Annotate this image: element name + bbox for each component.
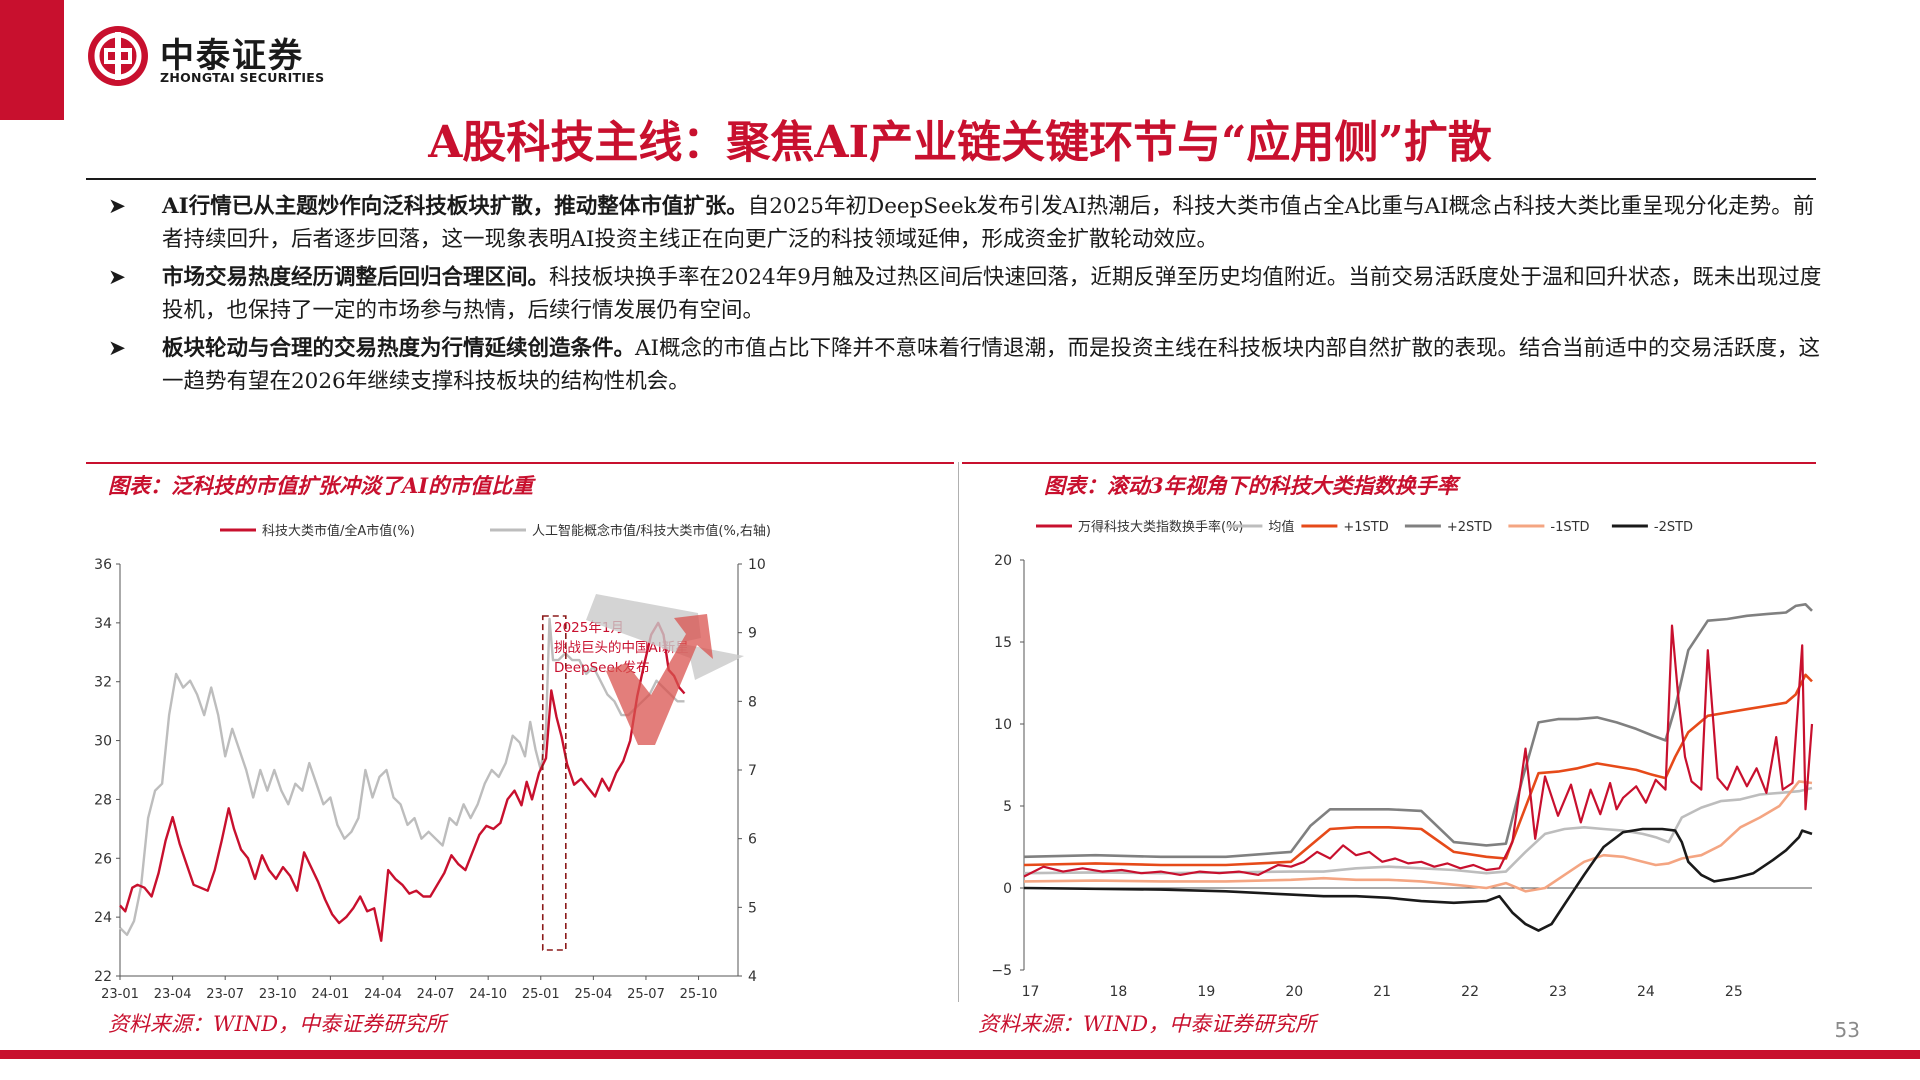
legend-label: +2STD [1447,520,1492,535]
page-number: 53 [1834,1018,1860,1042]
series-line [1023,624,1814,878]
y-tick-label: 36 [94,557,112,573]
x-tick-label: 24-01 [311,987,349,1002]
series-line [1023,780,1813,893]
bullet-arrow-icon: ➤ [108,265,127,290]
bullet-body: 科技板块换手率在2024年9月触及过热区间后快速回落，近期反弹至历史均值附近。当… [162,265,1822,323]
y2-tick-label: 9 [748,626,757,642]
bullet-item: ➤ AI行情已从主题炒作向泛科技板块扩散，推动整体市值扩张。自2025年初Dee… [104,190,1824,256]
annotation-box [541,615,567,951]
series-line-tech-share [119,621,686,942]
legend-label: 人工智能概念市值/科技大类市值(%,右轴) [532,523,771,539]
x-tick-label: 24-04 [364,987,402,1002]
x-tick-label: 25-01 [522,987,560,1002]
x-tick-label: 24 [1637,984,1655,1000]
zhongtai-logo-icon [88,26,148,86]
x-tick-label: 25 [1725,984,1743,1000]
annotation-label: DeepSeek发布 [554,660,650,676]
bullet-body: 自2025年初DeepSeek发布引发AI热潮后，科技大类市值占全A比重与AI概… [162,194,1815,252]
bullet-lead: 市场交易热度经历调整后回归合理区间。 [162,265,550,290]
legend-label: -2STD [1654,520,1693,535]
company-name-cn: 中泰证券 [160,36,304,76]
left-chart-source: 资料来源：WIND，中泰证券研究所 [108,1012,447,1036]
bullet-item: ➤ 板块轮动与合理的交易热度为行情延续创造条件。AI概念的市值占比下降并不意味着… [104,332,1824,398]
right-chart-title: 图表：滚动3年视角下的科技大类指数换手率 [1044,473,1458,498]
series-line [1023,673,1813,867]
bullet-lead: 板块轮动与合理的交易热度为行情延续创造条件。 [162,336,636,361]
page-title: A股科技主线：聚焦AI产业链关键环节与“应用侧”扩散 [428,117,1492,168]
series-line [1023,827,1813,932]
x-tick-label: 25-07 [627,987,665,1002]
bullet-arrow-icon: ➤ [108,194,127,219]
x-tick-label: 24-07 [417,987,455,1002]
left-chart-title: 图表：泛科技的市值扩张冲淡了AI的市值比重 [108,473,534,498]
bullet-item: ➤ 市场交易热度经历调整后回归合理区间。科技板块换手率在2024年9月触及过热区… [104,261,1824,327]
y-tick-label: 26 [94,851,112,867]
trend-arrow-down [586,594,744,680]
x-tick-label: 19 [1197,984,1215,1000]
y-tick-label: 20 [994,553,1012,569]
bullet-lead: AI行情已从主题炒作向泛科技板块扩散，推动整体市值扩张。 [162,194,748,219]
y-tick-label: 32 [94,675,112,691]
series-line [1023,603,1813,859]
bullet-body: AI概念的市值占比下降并不意味着行情退潮，而是投资主线在科技板块内部自然扩散的表… [162,336,1821,394]
x-tick-label: 23-10 [259,987,297,1002]
series-line [1023,786,1813,875]
brand-corner-bar [0,0,64,120]
x-tick-label: 23-07 [206,987,244,1002]
company-name-en: ZHONGTAI SECURITIES [160,70,325,85]
y2-tick-label: 7 [748,763,757,779]
x-tick-label: 18 [1110,984,1128,1000]
x-tick-label: 23-01 [101,987,139,1002]
legend-label: 万得科技大类指数换手率(%) [1078,519,1244,535]
left-chart-rule [86,462,954,464]
left-chart: 科技大类市值/全A市值(%) 人工智能概念市值/科技大类市值(%,右轴) 22 24 2… [94,523,771,1002]
title-divider [86,178,1816,180]
x-tick-label: 23-04 [154,987,192,1002]
y2-tick-label: 5 [748,900,757,916]
x-tick-label: 25-04 [574,987,612,1002]
y-tick-label: 15 [994,635,1012,651]
y2-tick-label: 10 [748,557,766,573]
x-tick-label: 20 [1285,984,1303,1000]
y2-tick-label: 8 [748,694,757,710]
company-logo: 中泰证券 ZHONGTAI SECURITIES [86,24,386,94]
y-tick-label: 30 [94,734,112,750]
y-tick-label: 28 [94,792,112,808]
y-tick-label: 24 [94,910,112,926]
y-tick-label: 10 [994,717,1012,733]
y-tick-label: −5 [991,963,1012,979]
legend-label: -1STD [1550,520,1589,535]
y-tick-label: 0 [1003,881,1012,897]
y-tick-label: 5 [1003,799,1012,815]
y2-tick-label: 4 [748,969,757,985]
right-chart-rule [962,462,1816,464]
y-tick-label: 22 [94,969,112,985]
series-line-ai-share [119,617,685,936]
right-chart-source: 资料来源：WIND，中泰证券研究所 [978,1012,1317,1036]
x-tick-label: 17 [1022,984,1040,1000]
x-tick-label: 22 [1461,984,1479,1000]
footer-bar [0,1050,1920,1059]
legend-label: 均值 [1268,519,1294,535]
bullet-arrow-icon: ➤ [108,336,127,361]
chart-divider [958,462,959,1002]
bullet-list: ➤ AI行情已从主题炒作向泛科技板块扩散，推动整体市值扩张。自2025年初Dee… [104,190,1824,403]
y2-tick-label: 6 [748,832,757,848]
x-tick-label: 25-10 [680,987,718,1002]
y-tick-label: 34 [94,616,112,632]
right-chart: 万得科技大类指数换手率(%) 均值 +1STD +2STD -1STD -2STD −5 0 5… [991,519,1814,1000]
legend-label: +1STD [1343,520,1388,535]
legend-label: 科技大类市值/全A市值(%) [262,523,415,539]
x-tick-label: 23 [1549,984,1567,1000]
x-tick-label: 24-10 [469,987,507,1002]
x-tick-label: 21 [1373,984,1391,1000]
trend-arrow-v [606,614,713,745]
